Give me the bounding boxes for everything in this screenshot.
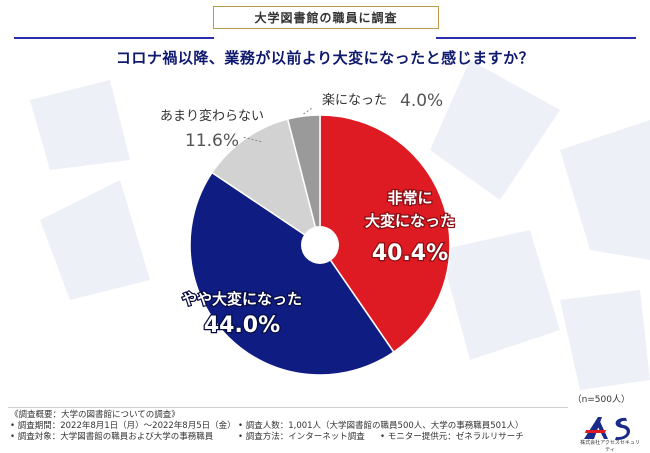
pie-slice xyxy=(319,114,451,354)
footer-target: • 調査対象：大学図書館の職員および大学の事務職員 xyxy=(10,432,214,442)
slice-value: 40.4% xyxy=(372,241,448,266)
slice-label: やや大変になった xyxy=(182,290,302,308)
slice-value: 11.6% xyxy=(185,131,239,151)
slice-label: 楽になった xyxy=(322,92,387,108)
pie-center-hole xyxy=(301,226,339,264)
footer-row: • 調査期間：2022年8月1日（月）〜2022年8月5日（金） • 調査人数：… xyxy=(10,421,570,432)
survey-summary: 《調査概要：大学の図書館についての調査》 • 調査期間：2022年8月1日（月）… xyxy=(10,410,570,443)
footer-method: • 調査方法：インターネット調査 xyxy=(238,432,365,442)
header-rule-right xyxy=(436,37,636,39)
footer-provider: • モニター提供元：ゼネラルリサーチ xyxy=(380,432,524,442)
slice-label: 大変になった xyxy=(365,212,455,230)
slice-value: 4.0% xyxy=(400,91,443,111)
footer-row: • 調査対象：大学図書館の職員および大学の事務職員 • 調査方法：インターネット… xyxy=(10,432,570,443)
sample-size-label: （n=500人） xyxy=(572,395,630,405)
chart-title: コロナ禍以降、業務が以前より大変になったと感じますか？ xyxy=(115,49,535,67)
pie-slice xyxy=(210,118,322,247)
survey-tag: 大学図書館の職員に調査 xyxy=(213,6,439,29)
company-logo xyxy=(584,417,631,441)
footer-row: 《調査概要：大学の図書館についての調査》 xyxy=(10,410,570,421)
footer-divider xyxy=(8,407,568,408)
slice-label: あまり変わらない xyxy=(160,108,264,124)
footer-period: • 調査期間：2022年8月1日（月）〜2022年8月5日（金） xyxy=(10,421,236,431)
pie-slice xyxy=(189,171,395,376)
slice-label: 非常に xyxy=(387,189,432,207)
leader-line xyxy=(243,136,263,143)
footer-heading: 《調査概要：大学の図書館についての調査》 xyxy=(10,410,180,420)
pie-slice xyxy=(286,114,321,246)
leader-line xyxy=(303,107,313,115)
footer-respondents: • 調査人数：1,001人（大学図書館の職員500人、大学の事務職員501人） xyxy=(238,421,524,431)
header-rule-left xyxy=(14,37,214,39)
company-name: 株式会社アクセスセキュリティ xyxy=(580,440,640,453)
slice-value: 44.0% xyxy=(204,313,280,338)
